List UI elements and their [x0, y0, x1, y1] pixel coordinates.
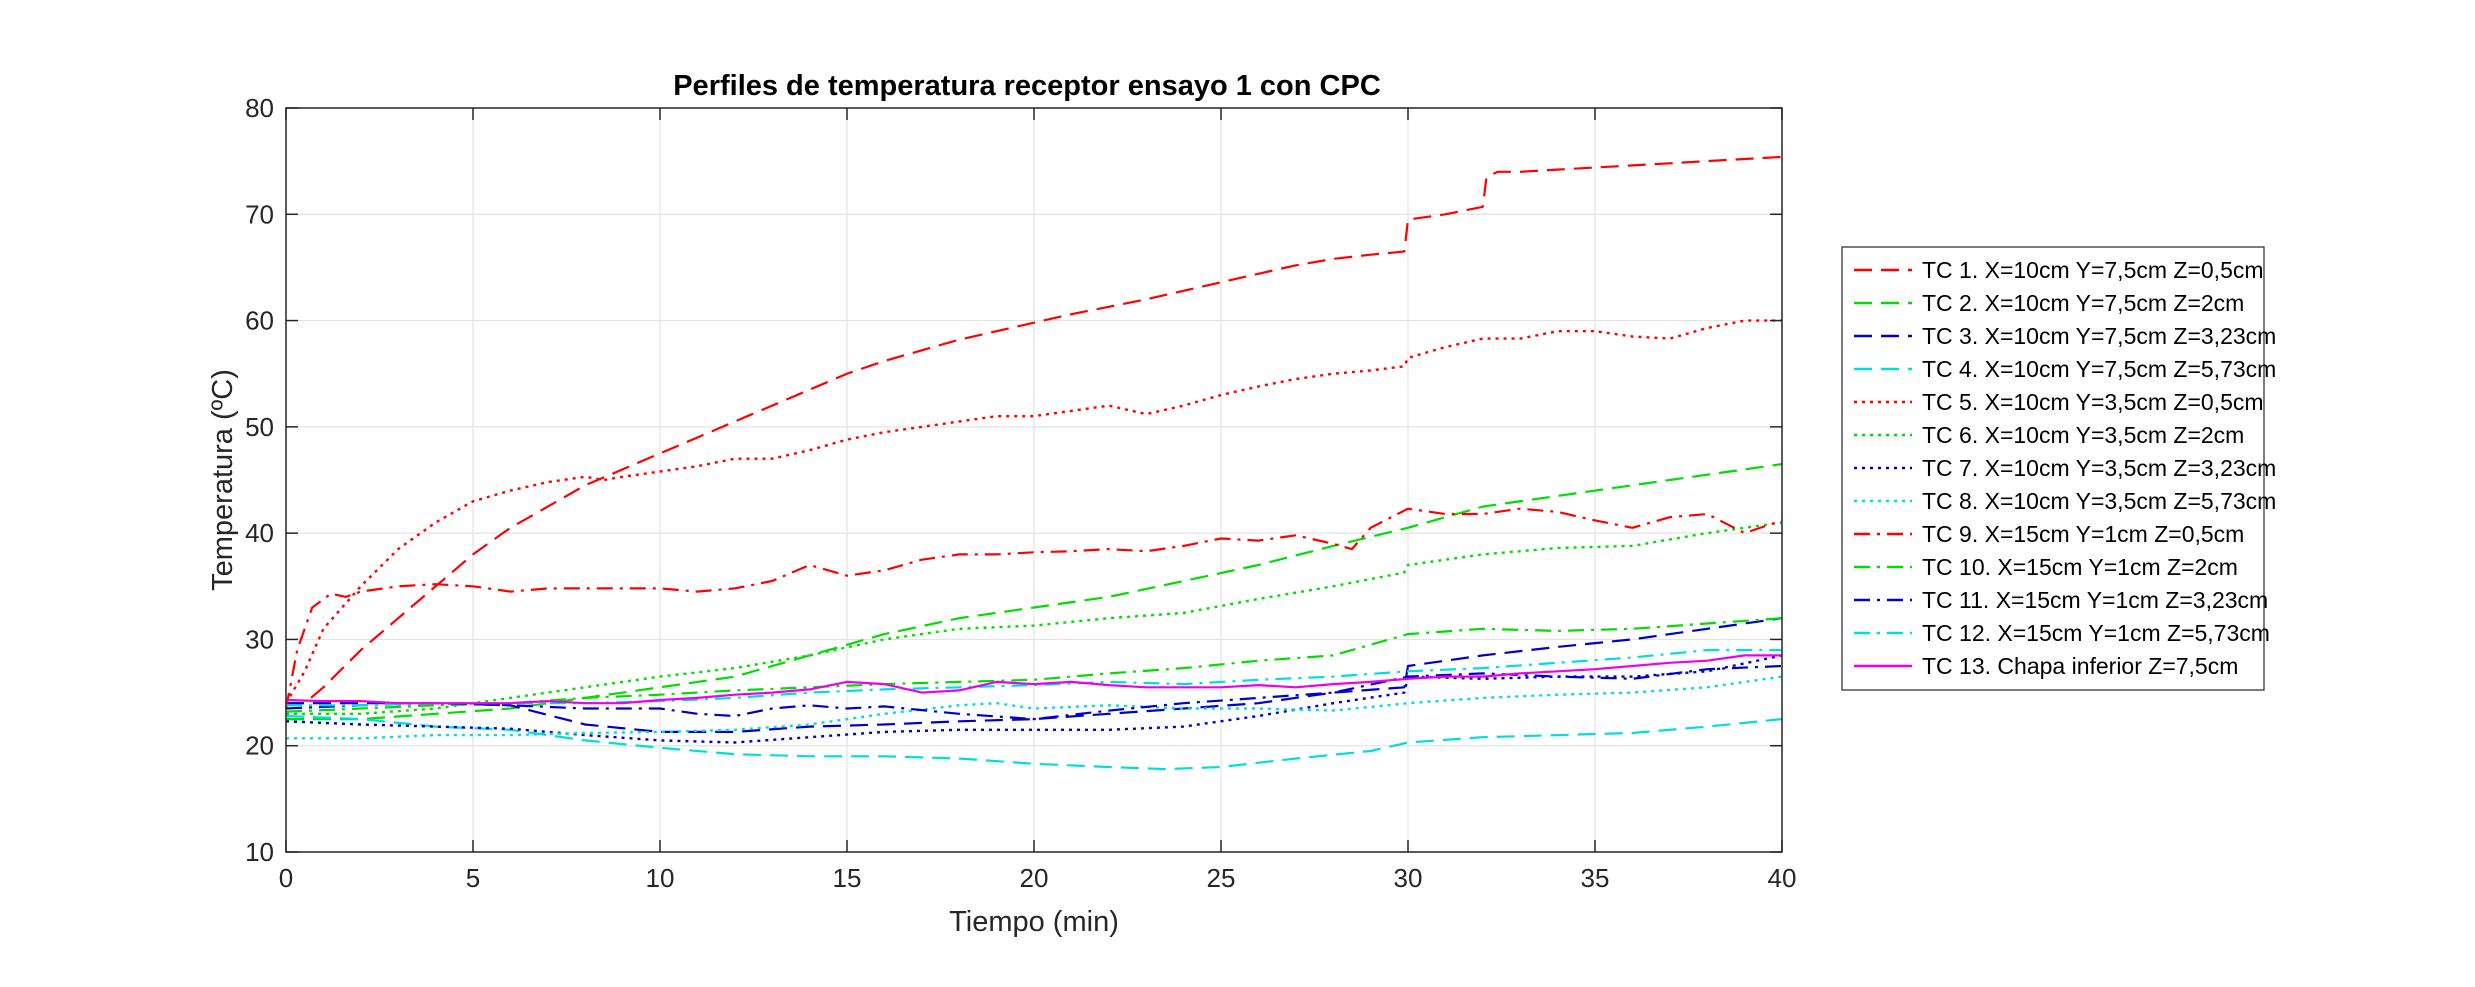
x-axis-title: Tiempo (min) [949, 906, 1119, 938]
series-line-tc-2 [286, 463, 1783, 721]
legend-label: TC 10. X=15cm Y=1cm Z=2cm [1922, 554, 2238, 580]
chart-title: Perfiles de temperatura receptor ensayo … [673, 70, 1381, 102]
series-line-tc-1 [286, 155, 1783, 705]
y-tick-label: 70 [245, 199, 274, 229]
legend-label: TC 3. X=10cm Y=7,5cm Z=3,23cm [1922, 323, 2276, 349]
series-line-tc-4 [285, 714, 1783, 771]
series-line-tc-5 [284, 319, 1782, 704]
x-tick-label: 40 [1768, 863, 1797, 893]
legend-label: TC 4. X=10cm Y=7,5cm Z=5,73cm [1922, 356, 2276, 382]
x-tick-label: 5 [466, 863, 480, 893]
legend-label: TC 5. X=10cm Y=3,5cm Z=0,5cm [1922, 389, 2264, 415]
x-tick-label: 20 [1020, 863, 1049, 893]
legend-label: TC 13. Chapa inferior Z=7,5cm [1922, 653, 2238, 679]
legend-label: TC 6. X=10cm Y=3,5cm Z=2cm [1922, 422, 2244, 448]
legend-label: TC 1. X=10cm Y=7,5cm Z=0,5cm [1922, 257, 2264, 283]
legend-label: TC 12. X=15cm Y=1cm Z=5,73cm [1922, 620, 2270, 646]
y-tick-label: 40 [245, 518, 274, 548]
legend-label: TC 9. X=15cm Y=1cm Z=0,5cm [1922, 521, 2244, 547]
series-line-tc-13 [285, 654, 1782, 705]
legend-label: TC 7. X=10cm Y=3,5cm Z=3,23cm [1922, 455, 2276, 481]
x-tick-label: 10 [646, 863, 675, 893]
y-tick-label: 60 [245, 306, 274, 336]
legend: TC 1. X=10cm Y=7,5cm Z=0,5cm TC 2. X=10cm… [1841, 246, 2276, 691]
y-tick-label: 20 [245, 731, 274, 761]
legend-label: TC 2. X=10cm Y=7,5cm Z=2cm [1922, 290, 2244, 316]
legend-box [1841, 246, 2265, 691]
legend-label: TC 8. X=10cm Y=3,5cm Z=5,73cm [1922, 488, 2276, 514]
y-tick-label: 30 [245, 624, 274, 654]
series-line-tc-6 [286, 521, 1783, 715]
series-line-tc-9 [284, 507, 1783, 709]
x-tick-label: 0 [279, 863, 293, 893]
x-tick-label: 15 [833, 863, 862, 893]
x-tick-label: 35 [1581, 863, 1610, 893]
y-axis-title: Temperatura (ºC) [207, 369, 239, 591]
legend-label: TC 11. X=15cm Y=1cm Z=3,23cm [1922, 587, 2268, 613]
x-tick-label: 25 [1207, 863, 1236, 893]
y-axis: 10 20 30 40 50 60 70 80 [245, 93, 1782, 867]
y-tick-label: 80 [245, 93, 274, 123]
x-axis: 0 5 10 15 20 25 30 35 40 [279, 108, 1797, 893]
y-tick-label: 10 [245, 837, 274, 867]
series-layer [284, 155, 1783, 771]
x-tick-label: 30 [1394, 863, 1423, 893]
series-line-tc-7 [285, 654, 1783, 744]
series-line-tc-3 [286, 617, 1783, 734]
series-line-tc-11 [285, 664, 1783, 721]
y-tick-label: 50 [245, 412, 274, 442]
